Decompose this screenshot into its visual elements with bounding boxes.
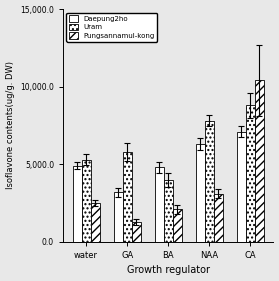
Bar	[214, 194, 223, 242]
Bar	[132, 222, 141, 242]
X-axis label: Growth regulator: Growth regulator	[127, 266, 210, 275]
Bar	[173, 209, 182, 242]
Bar	[205, 121, 214, 242]
Bar	[82, 160, 91, 242]
Bar	[114, 192, 123, 242]
Bar	[196, 144, 205, 242]
Bar	[164, 180, 173, 242]
Bar	[73, 166, 82, 242]
Y-axis label: Isoflavone contents(ug/g. DW): Isoflavone contents(ug/g. DW)	[6, 62, 15, 189]
Bar	[246, 105, 255, 242]
Bar	[155, 167, 164, 242]
Bar	[123, 152, 132, 242]
Bar	[91, 203, 100, 242]
Bar	[237, 132, 246, 242]
Legend: Daepung2ho, Uram, Pungsannamul-kong: Daepung2ho, Uram, Pungsannamul-kong	[66, 13, 157, 42]
Bar	[255, 80, 264, 242]
